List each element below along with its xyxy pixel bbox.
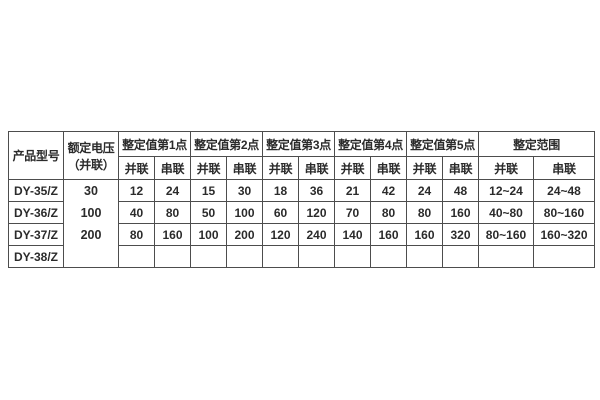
range-cell: 80~160 — [533, 201, 595, 224]
header-set-point-4: 整定值第4点 — [334, 131, 407, 157]
value-cell: 160 — [154, 223, 191, 246]
header-product-model: 产品型号 — [8, 131, 64, 180]
value-cell: 160 — [370, 223, 407, 246]
value-cell: 60 — [262, 201, 299, 224]
header-rated-voltage-line1: 额定电压 — [67, 140, 115, 155]
value-cell: 100 — [226, 201, 263, 224]
range-cell: 24~48 — [533, 179, 595, 202]
header-series: 串联 — [298, 156, 335, 180]
value-cell: 12 — [118, 179, 155, 202]
header-row-sub: 并联 串联 并联 串联 并联 串联 并联 串联 并联 串联 并联 串联 — [9, 156, 595, 180]
range-cell: 80~160 — [478, 223, 534, 246]
value-cell: 160 — [442, 201, 479, 224]
value-cell: 36 — [298, 179, 335, 202]
header-parallel: 并联 — [334, 156, 371, 180]
table-row-dy37z: DY-37/Z 80 160 100 200 120 240 140 160 1… — [8, 223, 595, 246]
value-cell: 40 — [118, 201, 155, 224]
value-cell: 24 — [154, 179, 191, 202]
header-rated-voltage-line2: （并联） — [67, 157, 115, 172]
header-set-point-2: 整定值第2点 — [190, 131, 263, 157]
value-cell: 30 — [226, 179, 263, 202]
voltage-value: 200 — [80, 228, 102, 242]
value-cell — [118, 245, 155, 268]
value-cell: 240 — [298, 223, 335, 246]
value-cell: 18 — [262, 179, 299, 202]
model-cell: DY-37/Z — [8, 223, 64, 246]
header-parallel: 并联 — [118, 156, 155, 180]
header-set-point-3: 整定值第3点 — [262, 131, 335, 157]
voltage-value: 30 — [84, 184, 98, 198]
value-cell: 70 — [334, 201, 371, 224]
value-cell: 80 — [406, 201, 443, 224]
value-cell: 100 — [190, 223, 227, 246]
table-row-dy35z: DY-35/Z 30 100 200 12 24 15 30 18 36 21 … — [8, 179, 595, 268]
header-series: 串联 — [154, 156, 191, 180]
value-cell: 320 — [442, 223, 479, 246]
value-cell — [406, 245, 443, 268]
value-cell: 15 — [190, 179, 227, 202]
rated-voltage-cell: 30 100 200 — [63, 179, 119, 268]
value-cell: 24 — [406, 179, 443, 202]
header-parallel: 并联 — [190, 156, 227, 180]
value-cell — [226, 245, 263, 268]
value-cell: 200 — [226, 223, 263, 246]
value-cell: 80 — [154, 201, 191, 224]
header-parallel: 并联 — [262, 156, 299, 180]
value-cell — [262, 245, 299, 268]
value-cell — [298, 245, 335, 268]
value-cell: 21 — [334, 179, 371, 202]
header-set-point-5: 整定值第5点 — [406, 131, 479, 157]
value-cell — [442, 245, 479, 268]
range-cell: 12~24 — [478, 179, 534, 202]
value-cell — [334, 245, 371, 268]
product-settings-table: 产品型号 额定电压 （并联） 整定值第1点 整定值第2点 整定值第3点 整定值第… — [8, 131, 595, 268]
model-cell: DY-36/Z — [8, 201, 64, 224]
header-set-point-1: 整定值第1点 — [118, 131, 191, 157]
value-cell: 42 — [370, 179, 407, 202]
value-cell: 80 — [118, 223, 155, 246]
header-series: 串联 — [442, 156, 479, 180]
header-parallel: 并联 — [406, 156, 443, 180]
header-row-groups: 产品型号 额定电压 （并联） 整定值第1点 整定值第2点 整定值第3点 整定值第… — [8, 131, 595, 180]
range-cell — [533, 245, 595, 268]
range-cell: 40~80 — [478, 201, 534, 224]
value-cell: 120 — [298, 201, 335, 224]
value-cell: 80 — [370, 201, 407, 224]
table-row-dy38z: DY-38/Z — [8, 245, 595, 268]
header-series: 串联 — [226, 156, 263, 180]
value-cell: 48 — [442, 179, 479, 202]
voltage-value: 100 — [80, 206, 102, 220]
value-cell — [190, 245, 227, 268]
value-cell: 120 — [262, 223, 299, 246]
header-series: 串联 — [533, 156, 595, 180]
range-cell — [478, 245, 534, 268]
header-parallel: 并联 — [478, 156, 534, 180]
value-cell — [154, 245, 191, 268]
header-series: 串联 — [370, 156, 407, 180]
range-cell: 160~320 — [533, 223, 595, 246]
header-rated-voltage: 额定电压 （并联） — [63, 131, 119, 180]
header-setting-range: 整定范围 — [478, 131, 595, 157]
model-cell: DY-38/Z — [8, 245, 64, 268]
value-cell: 50 — [190, 201, 227, 224]
value-cell: 140 — [334, 223, 371, 246]
value-cell — [370, 245, 407, 268]
value-cell: 160 — [406, 223, 443, 246]
model-cell: DY-35/Z — [8, 179, 64, 202]
